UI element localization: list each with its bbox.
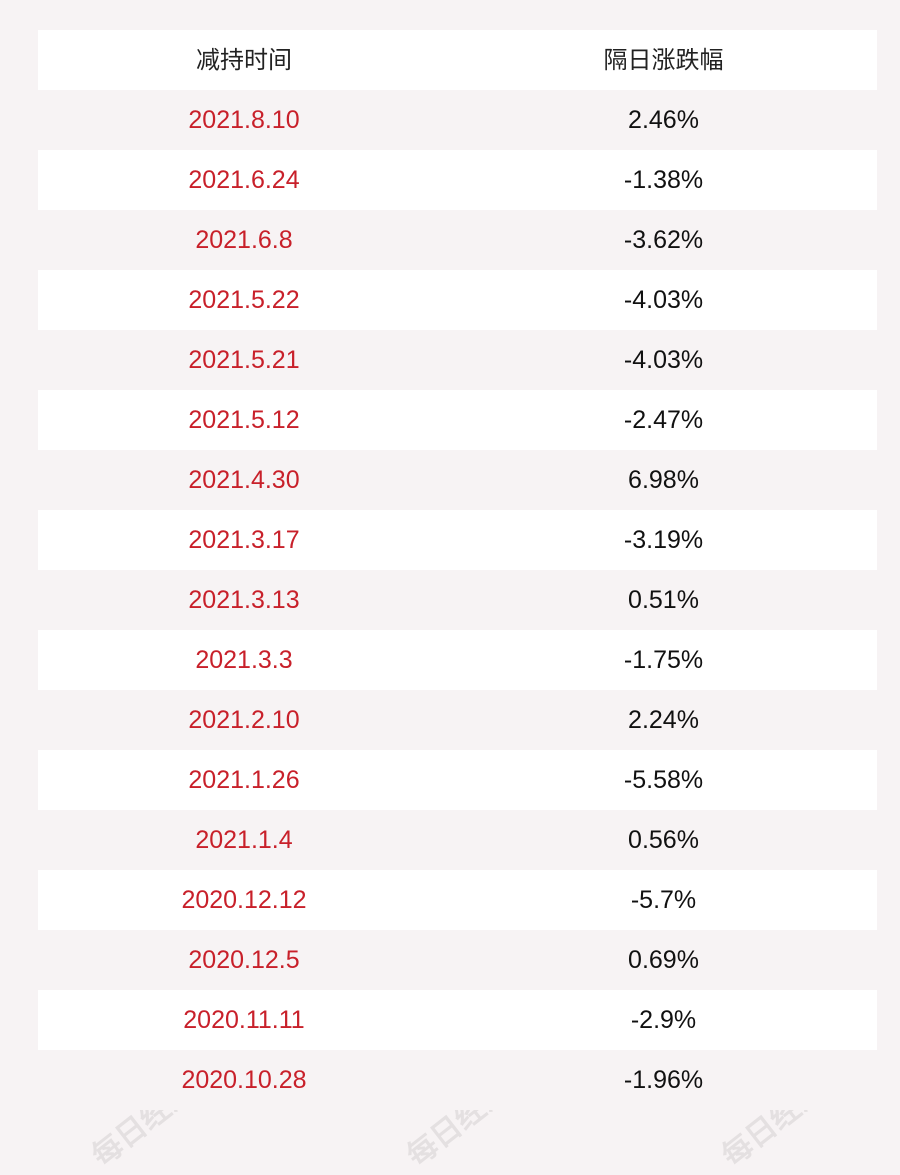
next-day-change-cell: -1.96% <box>623 1066 704 1094</box>
table-row: 2021.5.22 -4.03% <box>38 270 877 330</box>
table-row: 2021.4.30 6.98% <box>38 450 877 510</box>
table-row: 2020.12.5 0.69% <box>38 930 877 990</box>
table-body: 2021.8.10 2.46% 2021.6.24 -1.38% 2021.6.8 -3.… <box>38 90 877 1110</box>
next-day-change-cell: 6.98% <box>628 466 699 494</box>
reduction-date-cell: 2021.5.21 <box>188 346 300 374</box>
next-day-change-cell: -4.03% <box>623 346 704 374</box>
table-row: 2020.12.12 -5.7% <box>38 870 877 930</box>
next-day-change-cell: 0.56% <box>628 826 699 854</box>
next-day-change-cell: -5.58% <box>623 766 704 794</box>
reduction-date-cell: 2021.6.24 <box>188 166 300 194</box>
next-day-change-cell: -2.47% <box>623 406 704 434</box>
table-row: 2021.3.3 -1.75% <box>38 630 877 690</box>
reduction-date-cell: 2021.3.3 <box>195 646 293 674</box>
table-row: 2020.11.11 -2.9% <box>38 990 877 1050</box>
next-day-change-cell: -2.9% <box>630 1006 697 1034</box>
table-row: 2021.6.24 -1.38% <box>38 150 877 210</box>
header-reduction-date: 减持时间 <box>196 46 292 74</box>
header-next-day-change: 隔日涨跌幅 <box>603 46 724 74</box>
reduction-date-cell: 2020.12.5 <box>188 946 300 974</box>
reduction-date-cell: 2021.4.30 <box>188 466 300 494</box>
reduction-date-cell: 2021.2.10 <box>188 706 300 734</box>
reduction-date-cell: 2021.3.13 <box>188 586 300 614</box>
next-day-change-cell: -1.75% <box>623 646 704 674</box>
reduction-date-cell: 2021.8.10 <box>188 106 300 134</box>
table-header-row: 减持时间 隔日涨跌幅 <box>38 30 877 90</box>
next-day-change-cell: -4.03% <box>623 286 704 314</box>
table-row: 2021.8.10 2.46% <box>38 90 877 150</box>
table-row: 2021.2.10 2.24% <box>38 690 877 750</box>
table-row: 2021.3.17 -3.19% <box>38 510 877 570</box>
table-row: 2021.3.13 0.51% <box>38 570 877 630</box>
reduction-date-cell: 2020.10.28 <box>181 1066 307 1094</box>
next-day-change-cell: 2.24% <box>628 706 699 734</box>
next-day-change-cell: 0.51% <box>628 586 699 614</box>
reduction-date-cell: 2021.1.26 <box>188 766 300 794</box>
table-row: 2021.6.8 -3.62% <box>38 210 877 270</box>
next-day-change-cell: -5.7% <box>630 886 697 914</box>
reduction-date-cell: 2021.1.4 <box>195 826 293 854</box>
table-row: 2021.1.26 -5.58% <box>38 750 877 810</box>
next-day-change-cell: 0.69% <box>628 946 699 974</box>
reduction-date-cell: 2021.3.17 <box>188 526 300 554</box>
reduction-date-cell: 2021.6.8 <box>195 226 293 254</box>
next-day-change-cell: -3.62% <box>623 226 704 254</box>
table-row: 2021.5.12 -2.47% <box>38 390 877 450</box>
reduction-date-cell: 2020.12.12 <box>181 886 307 914</box>
reduction-date-cell: 2021.5.12 <box>188 406 300 434</box>
next-day-change-cell: -1.38% <box>623 166 704 194</box>
table-row: 2020.10.28 -1.96% <box>38 1050 877 1110</box>
next-day-change-cell: -3.19% <box>623 526 704 554</box>
table-row: 2021.5.21 -4.03% <box>38 330 877 390</box>
reduction-date-cell: 2020.11.11 <box>183 1006 305 1034</box>
next-day-change-cell: 2.46% <box>628 106 699 134</box>
reduction-date-cell: 2021.5.22 <box>188 286 300 314</box>
table-row: 2021.1.4 0.56% <box>38 810 877 870</box>
reduction-table: 减持时间 隔日涨跌幅 2021.8.10 2.46% 2021.6.24 -1.38%… <box>38 30 877 1110</box>
